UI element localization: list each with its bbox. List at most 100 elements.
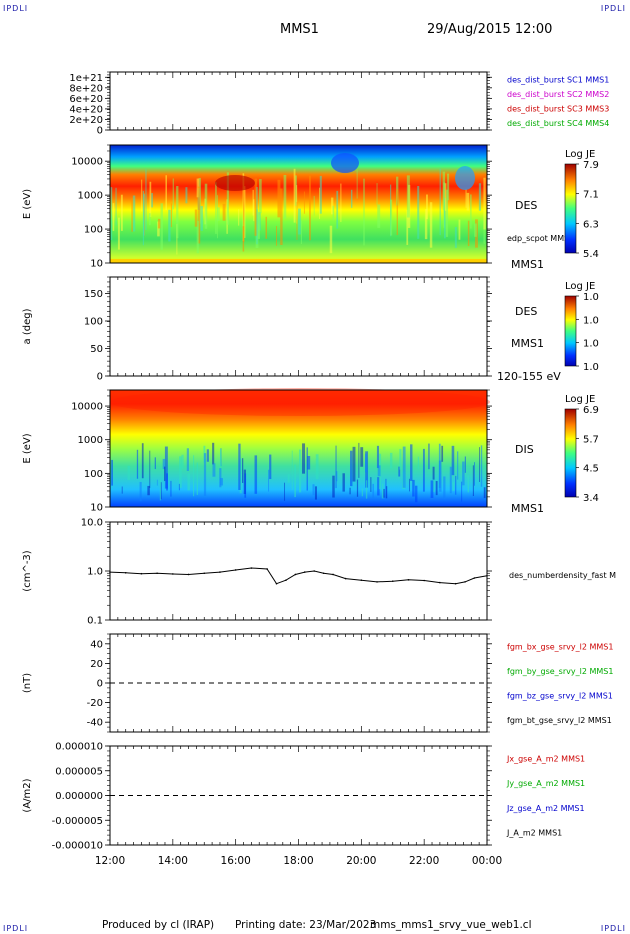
density-point: [203, 572, 206, 575]
spectrogram-streak: [462, 461, 465, 486]
y-axis-label: (cm^-3): [22, 550, 33, 591]
spectrogram-streak: [222, 203, 226, 221]
density-point: [439, 581, 441, 584]
x-tick-label: 12:00: [95, 855, 125, 867]
y-tick-label: 10000: [71, 402, 103, 413]
colorbar-label: 6.3: [583, 219, 599, 230]
density-point: [344, 577, 347, 580]
spacecraft-title: MMS1: [280, 22, 319, 37]
y-tick-label: 100: [84, 225, 103, 236]
spectrogram-streak: [165, 175, 167, 211]
colorbar-label: 7.1: [583, 190, 599, 201]
density-point: [332, 573, 334, 576]
spectrogram-streak: [412, 479, 415, 497]
y-axis-label: a (deg): [22, 308, 33, 344]
spectrogram-streak: [376, 445, 380, 469]
logo-bottom-left: IPDLI: [3, 924, 29, 933]
y-axis-label: (nT): [22, 673, 33, 693]
spectrogram-streak: [257, 214, 261, 239]
spectrogram-streak: [331, 197, 334, 215]
legend-entry: fgm_bz_gse_srvy_l2 MMS1: [507, 691, 613, 700]
spectrogram-streak: [269, 454, 272, 480]
y-tick-label: 10: [90, 503, 103, 514]
spectrogram-streak: [139, 481, 142, 502]
colorbar-title: Log JE: [565, 149, 595, 160]
legend-entry: Jz_gse_A_m2 MMS1: [506, 804, 585, 813]
spectrogram-streak: [217, 207, 220, 222]
spectrogram-streak: [464, 456, 466, 473]
spectrogram-streak: [238, 209, 240, 226]
panel-frame: [109, 276, 488, 377]
spectrogram-streak: [302, 443, 306, 474]
x-tick-label: 00:00: [472, 855, 502, 867]
density-point: [124, 571, 127, 574]
spectrogram-streak: [332, 475, 335, 498]
spectrogram-streak: [253, 199, 255, 222]
spectrogram-streak: [465, 189, 467, 208]
colorbar-label: 1.0: [583, 339, 599, 350]
spectrogram-streak: [141, 179, 143, 212]
spectrogram-streak: [319, 175, 322, 214]
y-tick-label: 10000: [71, 157, 103, 168]
spectrogram-streak: [300, 220, 302, 245]
spectrogram-streak: [280, 188, 283, 245]
spectrogram-streak: [194, 209, 198, 227]
panel-2: 10 100 1000 10000 E (eV) DES edp_scpot MMS1 MMS…: [22, 144, 599, 271]
colorbar-label: 5.4: [583, 249, 599, 260]
spectrogram-streak: [454, 227, 457, 248]
spectrogram-streak: [474, 462, 475, 486]
spectrogram-streak: [447, 173, 450, 201]
y-tick-label: 40: [90, 639, 103, 650]
spectrogram-streak: [432, 466, 435, 480]
side-label: 120-155 eV: [497, 370, 561, 383]
spectrogram-streak: [424, 209, 428, 240]
x-tick-label: 22:00: [409, 855, 439, 867]
spectrogram-streak: [455, 475, 457, 495]
spectrogram-streak: [319, 187, 320, 219]
spectrogram-streak: [396, 188, 398, 236]
spectrogram-streak: [176, 224, 178, 255]
density-point: [285, 579, 287, 581]
spectrogram-streak: [172, 205, 173, 220]
spectrogram-streak: [435, 481, 438, 496]
legend-entry: des_dist_burst SC4 MMS4: [507, 119, 609, 128]
colorbar-label: 7.9: [583, 160, 599, 171]
y-tick-label: 0.000010: [55, 742, 103, 753]
spectrogram-streak: [441, 445, 444, 462]
spectrogram-streak: [449, 466, 452, 494]
spectrogram-streak: [349, 487, 351, 495]
spectrogram-streak: [157, 218, 161, 229]
density-point: [313, 570, 316, 572]
density-point: [391, 580, 394, 582]
density-point: [187, 573, 190, 576]
spectrogram-streak: [410, 444, 413, 481]
spectrogram-streak: [164, 446, 168, 489]
spectrogram-streak: [377, 465, 381, 477]
spectrogram-streak: [203, 453, 207, 496]
spectrogram-streak: [220, 478, 224, 486]
side-label: MMS1: [511, 258, 544, 271]
spectrogram-streak: [483, 220, 486, 244]
spectrogram-streak: [267, 469, 270, 492]
legend-entry: des_numberdensity_fast M: [509, 571, 616, 580]
spectrogram-streak: [291, 450, 293, 490]
spectrogram-dip: [331, 153, 359, 173]
spectrogram-streak: [336, 190, 339, 229]
density-point: [156, 572, 158, 575]
spectrogram-streak: [444, 183, 447, 211]
spectrogram-streak: [314, 486, 317, 500]
spectrogram-streak: [254, 178, 258, 236]
spectrogram-dip: [455, 166, 475, 190]
spectrogram-streak: [385, 486, 388, 499]
spectrogram-streak: [176, 186, 179, 239]
spectrogram-streak: [187, 473, 190, 491]
spectrogram-streak: [479, 447, 480, 482]
logo-top-right: IPDLI: [600, 4, 626, 13]
legend-entry: des_dist_burst SC2 MMS2: [507, 90, 609, 99]
spectrogram-streak: [417, 456, 419, 469]
spectrogram-streak: [483, 487, 486, 499]
spectrogram-streak: [226, 172, 229, 225]
y-tick-label: -40: [87, 718, 103, 729]
spectrogram-streak: [377, 477, 380, 496]
